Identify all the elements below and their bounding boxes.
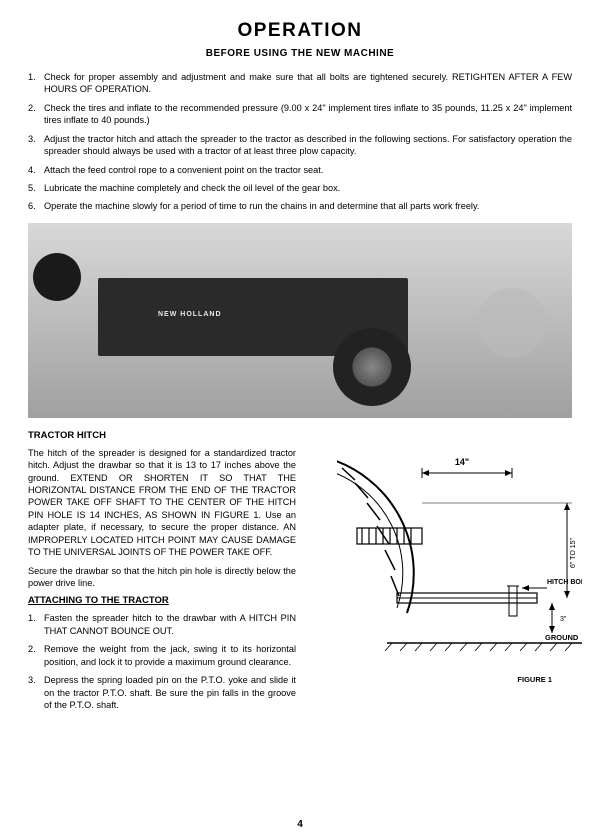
- step: Lubricate the machine completely and che…: [28, 182, 572, 194]
- tractor-hitch-p2: Secure the drawbar so that the hitch pin…: [28, 565, 296, 590]
- pre-use-steps: Check for proper assembly and adjustment…: [28, 71, 572, 213]
- tractor-hitch-heading: TRACTOR HITCH: [28, 430, 296, 441]
- machine-photo: NEW HOLLAND: [28, 223, 572, 418]
- step: Check for proper assembly and adjustment…: [28, 71, 572, 96]
- hitch-bolt-label: HITCH BOLT: [547, 579, 582, 586]
- step: Operate the machine slowly for a period …: [28, 200, 572, 212]
- step: Fasten the spreader hitch to the drawbar…: [28, 612, 296, 637]
- page-title: OPERATION: [28, 20, 572, 42]
- step: Attach the feed control rope to a conven…: [28, 164, 572, 176]
- hitch-diagram: 14": [337, 448, 582, 688]
- figure-caption: FIGURE 1: [517, 675, 552, 684]
- step: Remove the weight from the jack, swing i…: [28, 643, 296, 668]
- page-number: 4: [297, 819, 303, 830]
- page-subtitle: BEFORE USING THE NEW MACHINE: [28, 48, 572, 59]
- step: Check the tires and inflate to the recom…: [28, 102, 572, 127]
- spreader-fan-icon: [477, 288, 547, 358]
- spreader-wheel-icon: [333, 328, 411, 406]
- tractor-hitch-p1: The hitch of the spreader is designed fo…: [28, 447, 296, 559]
- attaching-heading: ATTACHING TO THE TRACTOR: [28, 595, 296, 606]
- dim-3: 3": [560, 616, 567, 623]
- attaching-steps: Fasten the spreader hitch to the drawbar…: [28, 612, 296, 711]
- tractor-wheel-icon: [33, 253, 81, 301]
- step: Adjust the tractor hitch and attach the …: [28, 133, 572, 158]
- step: Depress the spring loaded pin on the P.T…: [28, 674, 296, 711]
- ground-label: GROUND: [545, 633, 579, 642]
- dim-14: 14": [455, 457, 469, 467]
- brand-label: NEW HOLLAND: [158, 311, 222, 318]
- dim-6-15: 6" TO 15": [570, 537, 577, 568]
